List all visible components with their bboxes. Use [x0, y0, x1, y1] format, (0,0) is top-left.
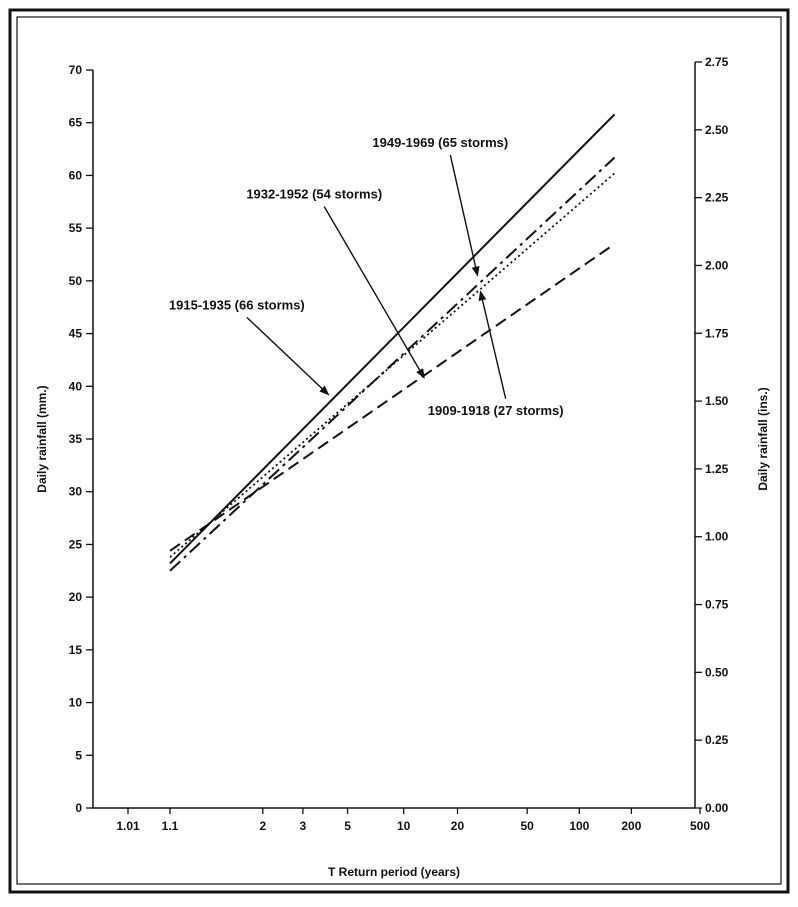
x-tick-label: 5 — [344, 819, 351, 833]
left-y-tick-label: 60 — [69, 168, 83, 182]
x-ticks: 1.01 1.1 2 3 5 10 20 50 100 200 500 — [116, 808, 710, 833]
series-annotation-label: 1909-1918 (27 storms) — [428, 403, 564, 418]
series-line — [169, 156, 616, 572]
x-tick-label: 2 — [259, 819, 266, 833]
right-y-tick-label: 1.50 — [705, 394, 729, 408]
right-y-tick-label: 2.75 — [705, 55, 729, 69]
right-y-tick-label: 2.00 — [705, 258, 729, 272]
right-y-tick-label: 1.25 — [705, 462, 729, 476]
x-tick-label: 1.1 — [162, 819, 179, 833]
left-y-tick-label: 30 — [69, 485, 83, 499]
right-y-tick-label: 1.75 — [705, 326, 729, 340]
series-annotation-label: 1949-1969 (65 storms) — [372, 135, 508, 150]
left-y-tick-label: 70 — [69, 63, 83, 77]
series-layer — [169, 113, 616, 572]
right-y-tick-label: 0.25 — [705, 733, 729, 747]
right-y-tick-label: 0.50 — [705, 665, 729, 679]
x-tick-label: 20 — [451, 819, 465, 833]
inner-border — [16, 16, 782, 885]
left-y-tick-label: 20 — [69, 590, 83, 604]
x-tick-label: 100 — [569, 819, 589, 833]
x-tick-label: 500 — [690, 819, 710, 833]
series-annotation-label: 1915-1935 (66 storms) — [169, 297, 305, 312]
annotation-arrow — [449, 154, 480, 277]
right-y-tick-label: 2.50 — [705, 123, 729, 137]
series-annotation-label: 1932-1952 (54 storms) — [246, 187, 382, 202]
left-y-tick-label: 15 — [69, 643, 83, 657]
x-tick-label: 200 — [621, 819, 641, 833]
x-tick-label: 50 — [520, 819, 534, 833]
left-y-tick-label: 55 — [69, 221, 83, 235]
series-line — [169, 113, 616, 565]
right-y-tick-label: 0.75 — [705, 598, 729, 612]
x-tick-label: 1.01 — [116, 819, 140, 833]
left-y-tick-label: 40 — [69, 379, 83, 393]
left-y-tick-label: 35 — [69, 432, 83, 446]
left-y-tick-label: 0 — [75, 801, 82, 815]
right-y-tick-label: 0.00 — [705, 801, 729, 815]
left-y-tick-label: 5 — [75, 748, 82, 762]
right-y-axis-label: Daily rainfall (ins.) — [756, 387, 770, 490]
annotation-arrow — [323, 206, 425, 379]
x-tick-label: 3 — [300, 819, 307, 833]
right-y-ticks: 0.00 0.25 0.50 0.75 1.00 1.25 1.50 1.75 2.00 2.25… — [695, 55, 729, 815]
annotation-arrow — [246, 316, 330, 396]
annotation-layer: 1949-1969 (65 storms) 1932-1952 (54 storm… — [169, 135, 564, 418]
x-tick-label: 10 — [397, 819, 411, 833]
series-line — [169, 243, 616, 552]
left-y-tick-label: 45 — [69, 327, 83, 341]
left-y-ticks: 0 5 10 15 20 25 30 35 40 45 50 55 60 65 70 — [69, 63, 93, 815]
left-y-tick-label: 25 — [69, 537, 83, 551]
left-y-axis-label: Daily rainfall (mm.) — [35, 385, 49, 492]
right-y-tick-label: 1.00 — [705, 530, 729, 544]
outer-border — [8, 8, 790, 894]
annotation-arrow — [478, 290, 507, 399]
right-y-tick-label: 2.25 — [705, 191, 729, 205]
x-axis-label: T Return period (years) — [328, 865, 460, 879]
left-y-tick-label: 50 — [69, 274, 83, 288]
left-y-tick-label: 10 — [69, 696, 83, 710]
left-y-tick-label: 65 — [69, 116, 83, 130]
